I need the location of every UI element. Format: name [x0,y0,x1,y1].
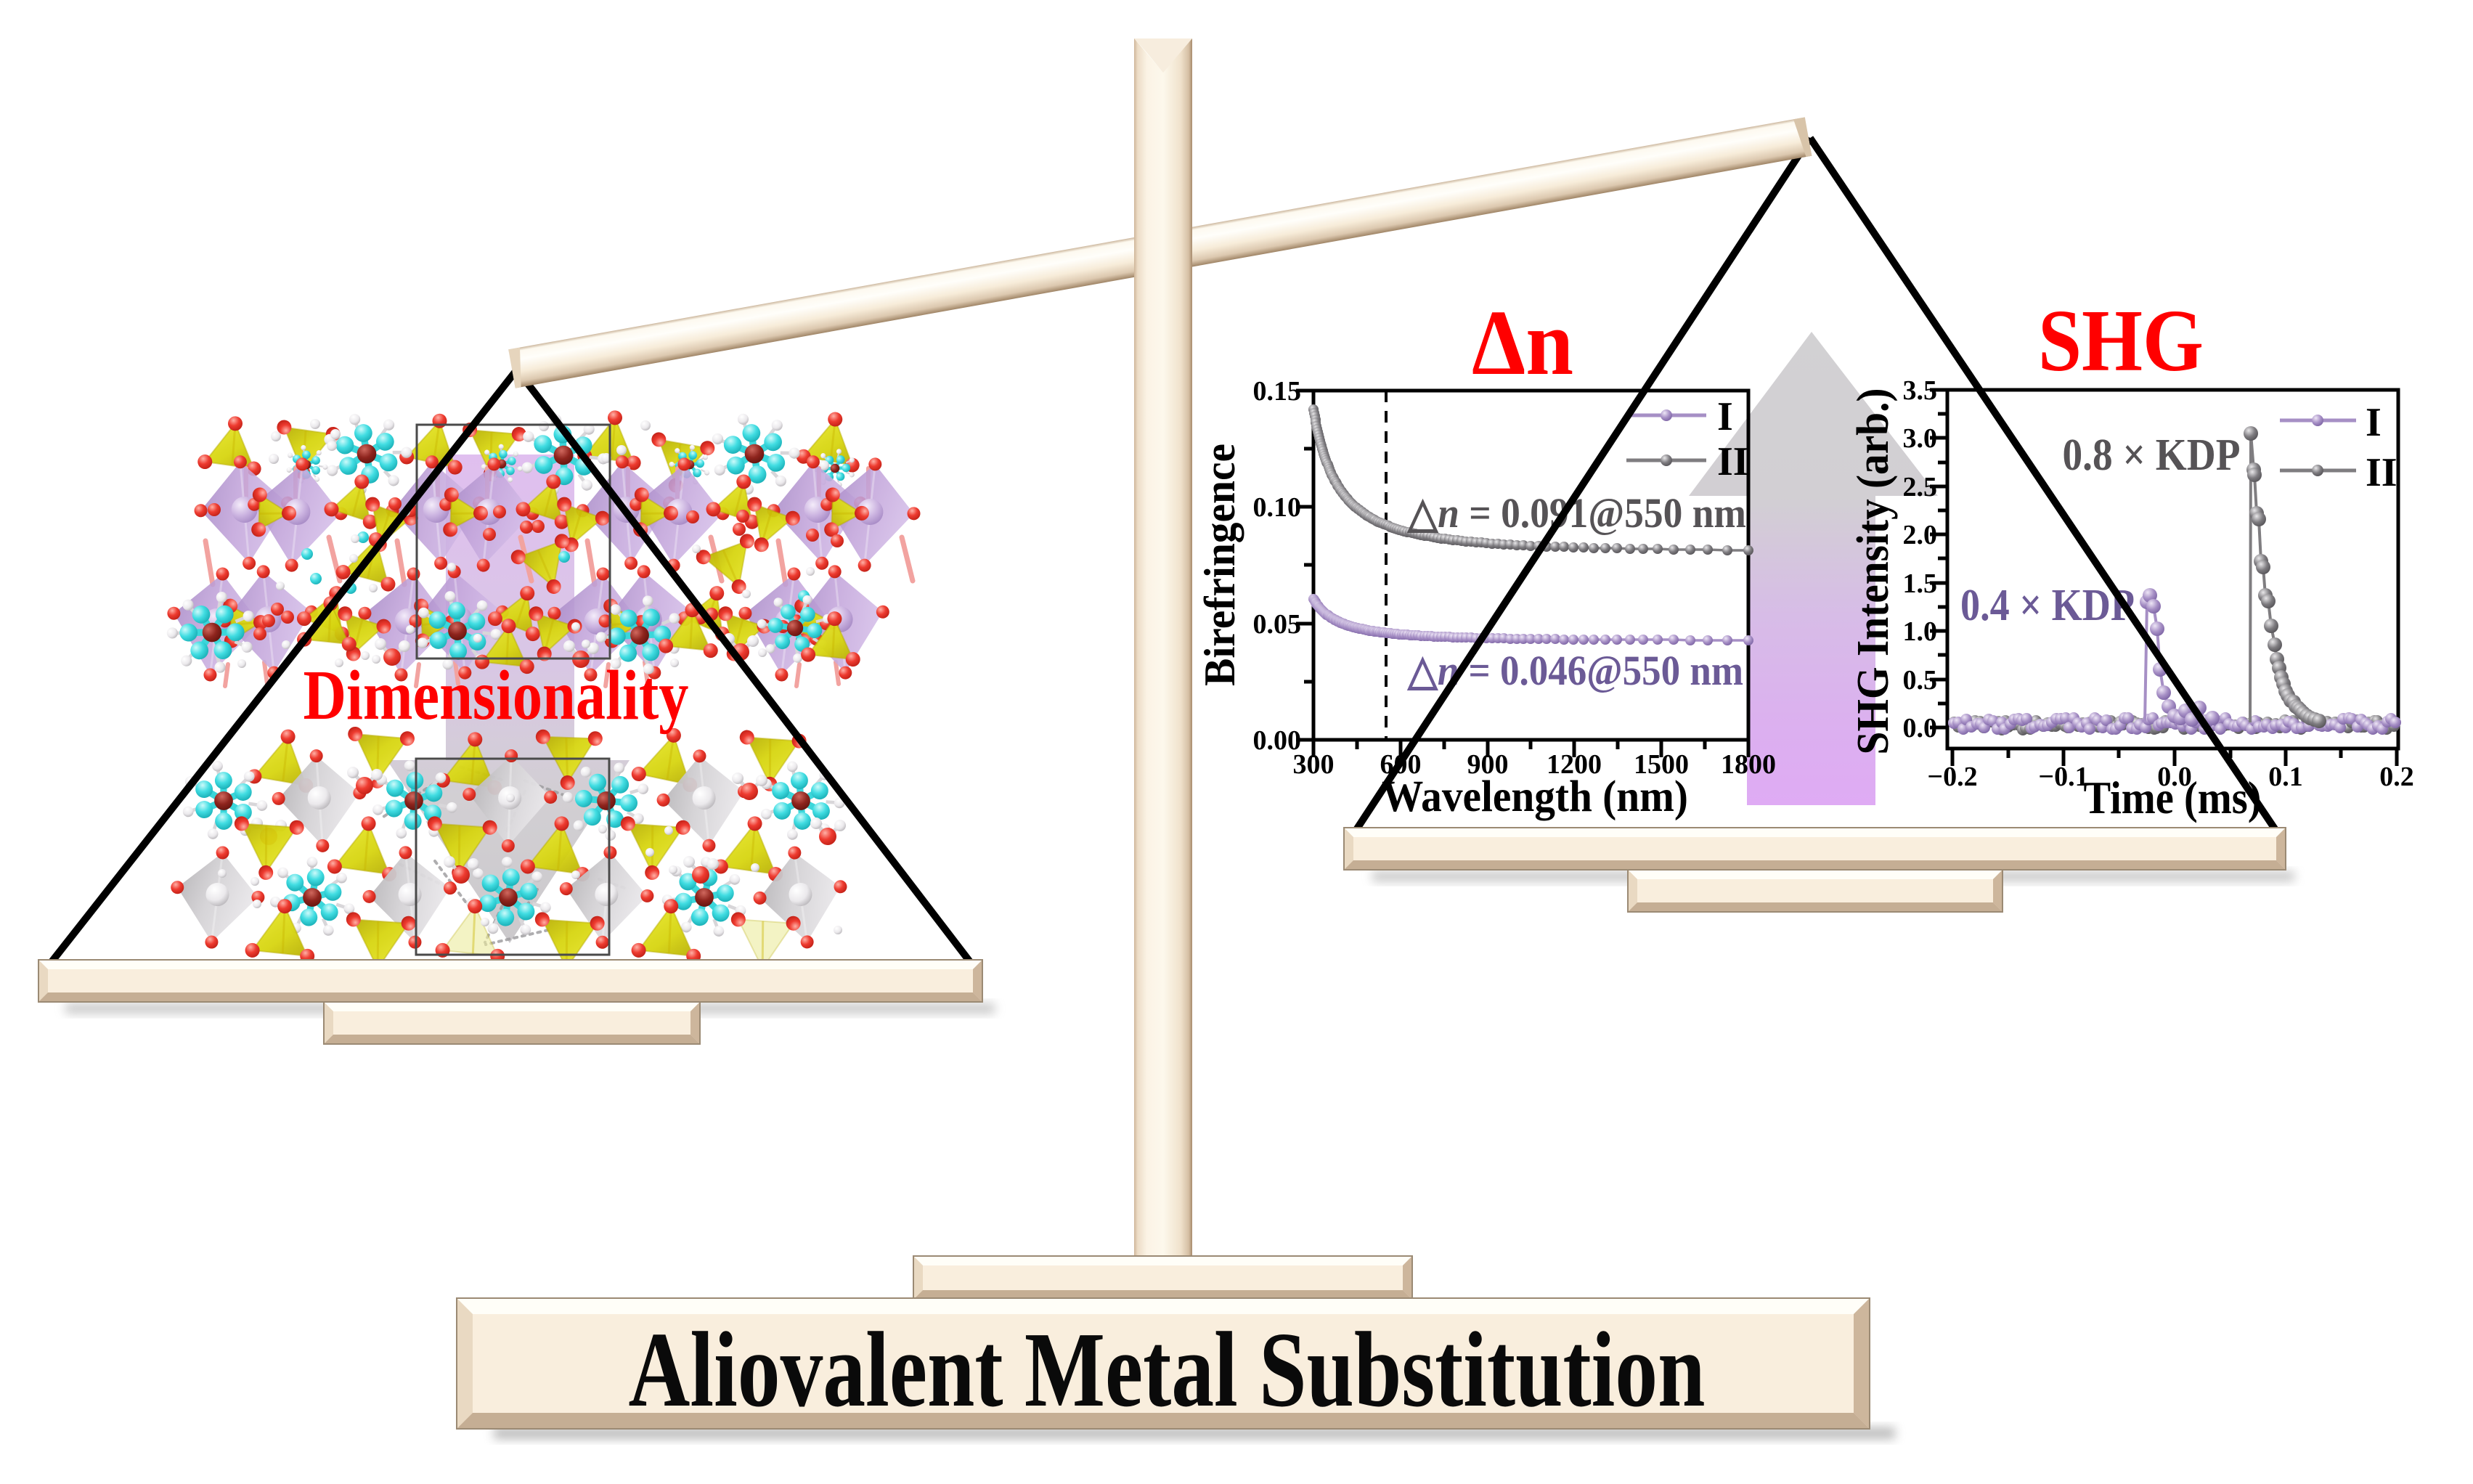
svg-text:Aliovalent Metal Substitution: Aliovalent Metal Substitution [629,1310,1706,1430]
svg-text:II: II [2366,450,2397,495]
svg-text:3.5: 3.5 [1903,375,1938,406]
svg-text:0.0: 0.0 [1903,713,1938,743]
svg-text:2.5: 2.5 [1903,472,1938,502]
svg-text:SHG Intensity (arb.): SHG Intensity (arb.) [1849,388,1898,755]
svg-text:SHG: SHG [2038,292,2204,390]
svg-text:2.0: 2.0 [1903,520,1938,550]
svg-text:1.0: 1.0 [1903,616,1938,647]
svg-text:I: I [1717,394,1733,439]
svg-text:−0.2: −0.2 [1927,762,1977,792]
svg-text:0.15: 0.15 [1253,376,1302,407]
svg-text:−0.1: −0.1 [2038,762,2088,792]
svg-text:Dimensionality: Dimensionality [303,656,689,734]
svg-text:0.8 × KDP: 0.8 × KDP [2063,431,2241,480]
svg-text:0.2: 0.2 [2379,762,2414,792]
svg-text:0.4 × KDP: 0.4 × KDP [1960,581,2135,630]
svg-text:0.1: 0.1 [2268,762,2303,792]
svg-text:Time (ms): Time (ms) [2084,772,2262,823]
svg-text:0.10: 0.10 [1253,492,1302,523]
svg-text:II: II [1717,439,1749,484]
svg-text:0.00: 0.00 [1253,725,1302,756]
svg-text:Δn: Δn [1472,291,1573,394]
svg-text:300: 300 [1293,749,1335,780]
svg-text:900: 900 [1467,749,1509,780]
svg-text:1200: 1200 [1547,749,1602,780]
svg-text:1.5: 1.5 [1903,568,1938,599]
svg-text:0.5: 0.5 [1903,665,1938,696]
svg-text:1800: 1800 [1721,749,1776,780]
svg-text:I: I [2366,400,2382,445]
svg-text:1500: 1500 [1634,749,1689,780]
svg-text:3.0: 3.0 [1903,423,1938,454]
svg-text:Birefringence: Birefringence [1196,444,1244,686]
svg-text:Wavelength (nm): Wavelength (nm) [1382,772,1688,821]
svg-text:0.0: 0.0 [2157,762,2192,792]
svg-text:0.05: 0.05 [1253,609,1302,640]
